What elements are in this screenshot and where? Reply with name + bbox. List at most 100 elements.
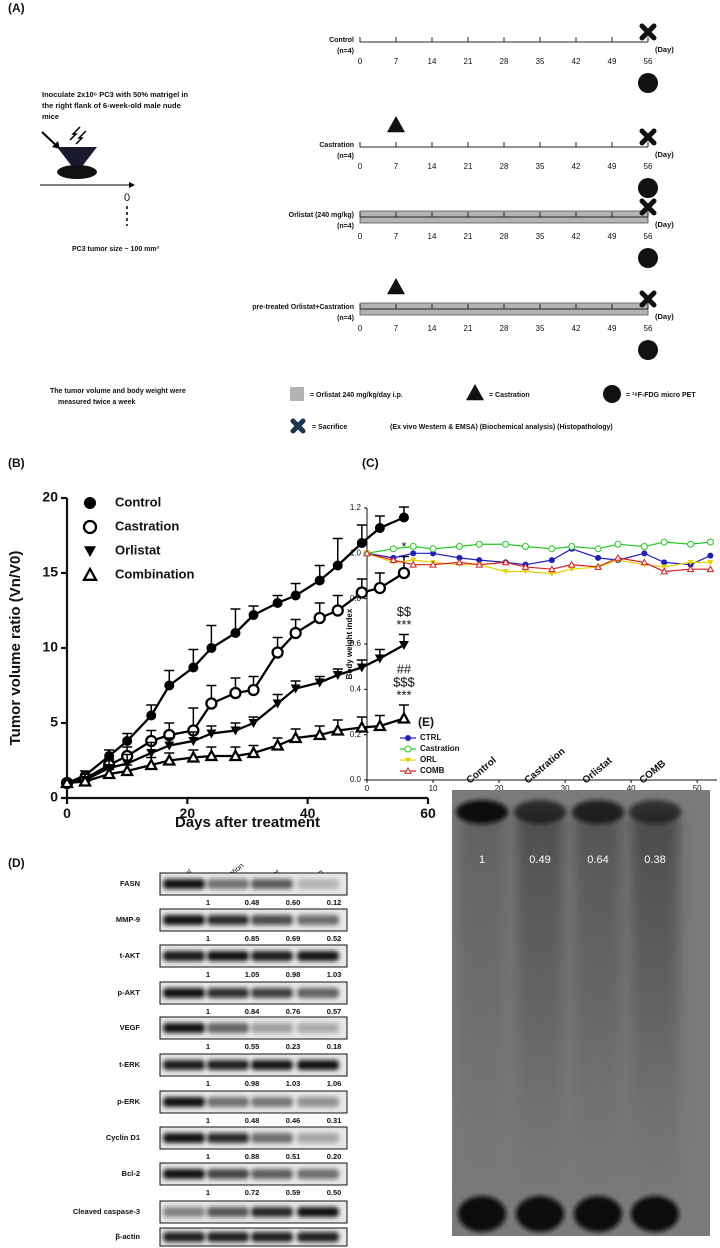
blot-band bbox=[163, 915, 205, 925]
x-tick-label: 60 bbox=[420, 805, 436, 821]
marker bbox=[271, 646, 284, 659]
marker bbox=[246, 745, 261, 759]
y-axis-label: Tumor volume ratio (Vn/V0) bbox=[7, 551, 24, 746]
x-tick-label: 10 bbox=[429, 784, 438, 793]
timeline-tick-label: 21 bbox=[464, 232, 473, 241]
marker bbox=[248, 610, 259, 620]
quant-value: 0.20 bbox=[327, 1152, 342, 1161]
timeline-tick-label: 14 bbox=[428, 324, 437, 333]
lightning bbox=[69, 126, 81, 141]
marker bbox=[248, 719, 259, 728]
y-tick-label: 0.4 bbox=[350, 684, 362, 693]
blot-band bbox=[163, 951, 205, 961]
quant-value: 0.50 bbox=[327, 1188, 342, 1197]
group-name: Castration bbox=[319, 142, 354, 149]
marker bbox=[82, 566, 98, 581]
emsa-smear bbox=[574, 815, 622, 1195]
quant-value: 0.18 bbox=[327, 1042, 342, 1051]
timeline-tick-label: 0 bbox=[358, 57, 363, 66]
timeline-tick-label: 14 bbox=[428, 57, 437, 66]
blot-band bbox=[207, 1133, 249, 1143]
castration-marker bbox=[387, 116, 405, 133]
marker bbox=[456, 554, 463, 561]
blot-band bbox=[163, 1060, 205, 1070]
marker bbox=[595, 554, 602, 561]
mouse-body bbox=[57, 147, 97, 173]
marker bbox=[707, 560, 714, 566]
emsa-value: 0.64 bbox=[587, 854, 608, 866]
marker bbox=[404, 766, 412, 774]
marker bbox=[84, 546, 96, 557]
marker bbox=[332, 560, 343, 571]
marker bbox=[373, 581, 387, 595]
marker bbox=[186, 750, 201, 763]
marker bbox=[475, 560, 484, 568]
marker bbox=[144, 757, 159, 771]
marker bbox=[502, 540, 510, 548]
significance-mark: * bbox=[401, 539, 406, 554]
quant-value: 0.88 bbox=[245, 1152, 260, 1161]
y-tick-label: 0.2 bbox=[350, 730, 362, 739]
free-probe bbox=[516, 1196, 564, 1232]
marker bbox=[455, 558, 464, 566]
marker bbox=[409, 560, 418, 568]
timeline-tick-label: 28 bbox=[500, 232, 509, 241]
marker bbox=[205, 697, 218, 710]
marker bbox=[122, 736, 133, 746]
significance-mark: ## bbox=[397, 661, 412, 676]
marker bbox=[405, 757, 411, 763]
blot-band bbox=[163, 1133, 205, 1143]
tumor-size: PC3 tumor size ~ 100 mm³ bbox=[72, 246, 160, 253]
legend-label: ORL bbox=[420, 755, 437, 764]
y-tick-label: 15 bbox=[42, 564, 58, 580]
sacrifice-marker bbox=[639, 128, 657, 146]
timeline-tick-label: 0 bbox=[358, 324, 363, 333]
marker bbox=[331, 604, 344, 617]
legend-pet: = ¹⁸F-FDG micro PET bbox=[626, 392, 696, 399]
series-line bbox=[366, 548, 711, 566]
blot-label: FASN bbox=[120, 879, 140, 888]
marker bbox=[410, 557, 417, 564]
marker bbox=[475, 540, 483, 548]
marker bbox=[84, 497, 96, 509]
quant-value: 1.05 bbox=[245, 970, 260, 979]
timeline-tick-label: 28 bbox=[500, 162, 509, 171]
blot-band bbox=[297, 951, 339, 961]
y-tick-label: 1.2 bbox=[350, 503, 362, 512]
pet-marker bbox=[638, 178, 658, 198]
quant-value: 0.85 bbox=[245, 934, 260, 943]
quant-value: 1 bbox=[206, 970, 210, 979]
marker bbox=[354, 720, 369, 733]
timeline-tick-label: 14 bbox=[428, 162, 437, 171]
blot-band bbox=[163, 988, 205, 998]
emsa-value: 1 bbox=[479, 854, 485, 866]
mouse-illustration bbox=[40, 126, 135, 226]
marker bbox=[687, 540, 695, 548]
marker bbox=[548, 557, 555, 564]
quant-value: 0.76 bbox=[286, 1007, 301, 1016]
sacrifice-marker bbox=[639, 23, 657, 41]
marker bbox=[686, 565, 695, 573]
emsa-smear bbox=[458, 815, 506, 1195]
timeline-tick-label: 42 bbox=[572, 57, 581, 66]
blot-band bbox=[207, 1232, 249, 1242]
panel-label: (D) bbox=[8, 856, 25, 870]
marker bbox=[548, 545, 556, 553]
marker bbox=[290, 590, 301, 601]
pet-marker bbox=[638, 248, 658, 268]
blot-band bbox=[297, 1023, 339, 1033]
marker bbox=[640, 558, 649, 566]
blot-band bbox=[251, 879, 293, 889]
series-line bbox=[366, 552, 711, 575]
group-n: (n=4) bbox=[337, 315, 354, 322]
quant-value: 1 bbox=[206, 1152, 210, 1161]
significance-mark: *** bbox=[396, 687, 411, 702]
quant-value: 0.59 bbox=[286, 1188, 301, 1197]
blot-band bbox=[251, 1097, 293, 1107]
blot-band bbox=[207, 988, 249, 998]
x-tick-label: 0 bbox=[63, 805, 71, 821]
blot-band bbox=[163, 1232, 205, 1242]
marker bbox=[162, 753, 177, 766]
marker bbox=[228, 748, 243, 762]
cross-stroke bbox=[639, 128, 657, 146]
